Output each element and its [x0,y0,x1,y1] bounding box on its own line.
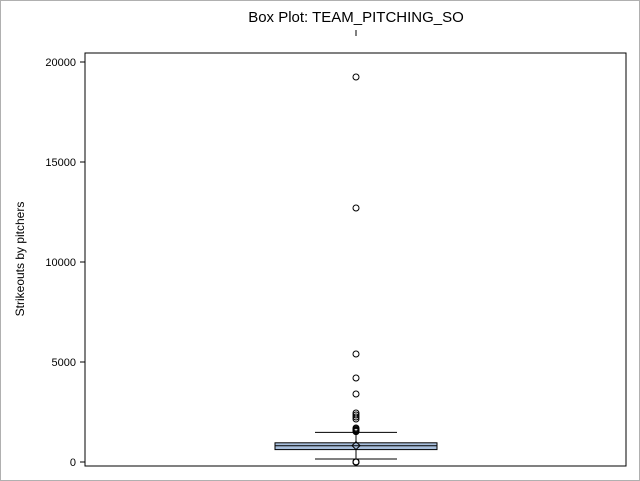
y-tick-label: 15000 [45,157,76,169]
y-axis: 0 5000 10000 15000 20000 [45,57,85,469]
outlier-point [352,409,360,417]
outlier-point [352,350,360,358]
outlier-point [352,424,360,432]
y-tick-label: 5000 [52,357,76,369]
mean-marker [351,440,361,451]
plot-area [84,52,627,467]
y-tick-label: 0 [70,457,76,469]
chart-title: Box Plot: TEAM_PITCHING_SO [248,9,464,26]
outlier-point [352,374,360,382]
outlier-point [352,73,360,81]
outlier-point [352,458,360,466]
outlier-point [352,204,360,212]
y-tick-label: 10000 [45,257,76,269]
box-plot-marks [274,73,438,466]
outlier-point [352,413,360,421]
outlier-point [352,411,360,419]
y-tick-label: 20000 [45,57,76,69]
outlier-point [352,390,360,398]
